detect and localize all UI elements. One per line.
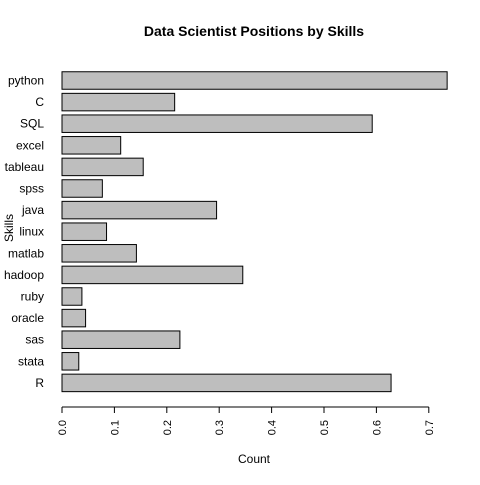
bar-tableau [61, 157, 144, 177]
category-label-hadoop: hadoop [4, 268, 44, 282]
bar-linux [61, 222, 108, 241]
category-label-matlab: matlab [8, 246, 44, 260]
x-axis-label: Count [238, 452, 271, 466]
category-label-python: python [8, 74, 44, 88]
category-label-oracle: oracle [11, 311, 44, 325]
y-axis-label: Skills [2, 214, 16, 242]
x-tick-label: 0.3 [214, 420, 226, 435]
bar-sql [61, 114, 373, 133]
bar-r [61, 373, 392, 393]
bar-spss [61, 179, 103, 198]
bars-layer [61, 71, 448, 393]
bar-ruby [61, 287, 83, 306]
category-labels: python C SQL excel tableau spss java linux matla… [4, 74, 44, 390]
category-label-sas: sas [25, 333, 44, 347]
x-tick-label: 0.2 [162, 420, 174, 435]
x-axis: 0.0 0.1 0.2 0.3 0.4 0.5 0.6 0.7 [57, 406, 436, 435]
bar-stata [61, 352, 80, 371]
category-label-excel: excel [16, 138, 44, 152]
category-label-stata: stata [18, 354, 44, 368]
x-tick-label: 0.1 [109, 420, 121, 435]
category-label-sql: SQL [20, 117, 44, 131]
category-label-tableau: tableau [5, 160, 44, 174]
category-label-linux: linux [19, 225, 44, 239]
category-label-spss: spss [19, 182, 44, 196]
category-label-java: java [21, 203, 44, 217]
category-label-r: R [35, 376, 44, 390]
category-label-ruby: ruby [21, 290, 44, 304]
category-label-c: C [35, 95, 44, 109]
bar-python [61, 71, 448, 90]
x-tick-label: 0.6 [371, 420, 383, 435]
x-tick-label: 0.5 [319, 420, 331, 435]
bar-oracle [61, 308, 87, 328]
bar-c [61, 92, 176, 112]
bar-hadoop [61, 265, 244, 285]
bar-java [61, 200, 218, 220]
bar-matlab [61, 244, 137, 263]
chart-title: Data Scientist Positions by Skills [144, 23, 364, 39]
x-tick-label: 0.7 [424, 420, 436, 435]
bar-sas [61, 330, 181, 349]
bar-excel [61, 136, 122, 155]
x-tick-label: 0.4 [267, 420, 279, 435]
x-tick-label: 0.0 [57, 420, 69, 435]
